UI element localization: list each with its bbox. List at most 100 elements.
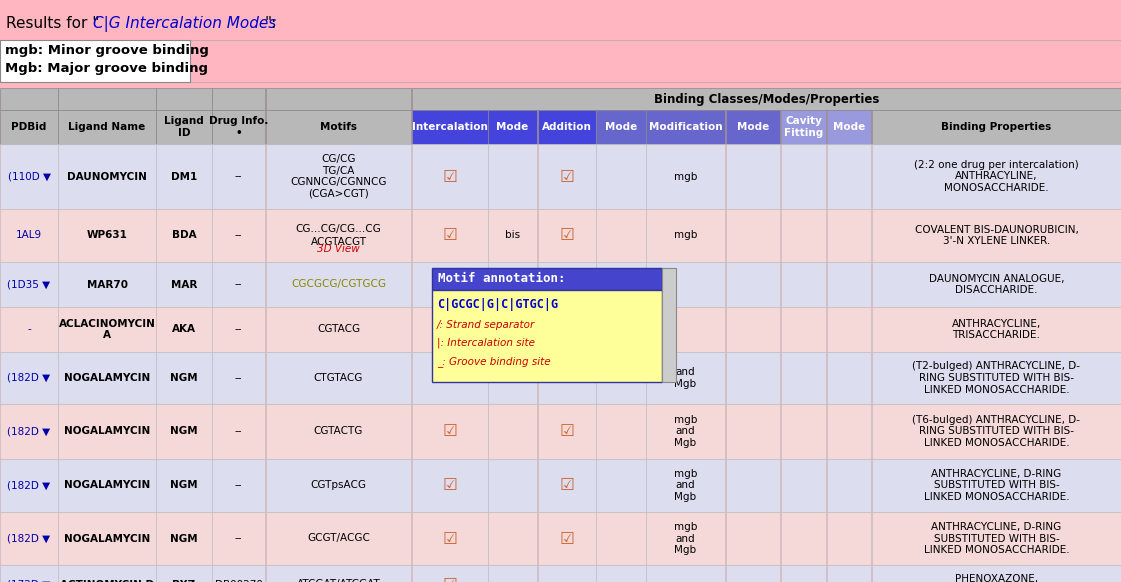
Bar	[596, 110, 646, 144]
Text: (T6-bulged) ANTHRACYCLINE, D-
RING SUBSTITUTED WITH BIS-
LINKED MONOSACCHARIDE.: (T6-bulged) ANTHRACYCLINE, D- RING SUBST…	[912, 415, 1081, 448]
Bar	[538, 459, 596, 512]
Bar	[488, 404, 537, 459]
Bar	[872, 110, 1121, 144]
Bar	[726, 144, 780, 209]
Bar	[596, 565, 646, 582]
Text: C|GCGC|G|C|GTGC|G: C|GCGC|G|C|GTGC|G	[437, 298, 558, 311]
Bar	[266, 307, 411, 352]
Text: WP631: WP631	[86, 230, 128, 240]
Text: ☑: ☑	[443, 477, 457, 495]
Text: Binding Properties: Binding Properties	[942, 122, 1051, 132]
Text: DM1: DM1	[170, 172, 197, 182]
Text: --: --	[234, 427, 242, 436]
Bar	[872, 144, 1121, 209]
Text: ☑: ☑	[443, 369, 457, 387]
Text: CGTACG: CGTACG	[317, 325, 360, 335]
Text: ATCGAT/ATCGAT: ATCGAT/ATCGAT	[297, 580, 380, 582]
Text: 1AL9: 1AL9	[16, 230, 43, 240]
Text: mgb: mgb	[674, 230, 697, 240]
Text: ☑: ☑	[559, 226, 574, 244]
Text: /: Strand separator: /: Strand separator	[437, 320, 535, 330]
Bar	[827, 110, 871, 144]
Text: (2:2 one drug per intercalation)
ANTHRACYLINE,
MONOSACCHARIDE.: (2:2 one drug per intercalation) ANTHRAC…	[914, 160, 1078, 193]
Bar	[0, 209, 58, 262]
Text: NGM: NGM	[170, 427, 197, 436]
Bar	[781, 110, 826, 144]
Text: bis: bis	[504, 230, 520, 240]
Bar	[413, 262, 488, 307]
Bar	[872, 459, 1121, 512]
Text: NOGALAMYCIN: NOGALAMYCIN	[64, 481, 150, 491]
Bar	[596, 404, 646, 459]
Bar	[0, 352, 58, 404]
Bar	[827, 459, 871, 512]
Text: MAR70: MAR70	[86, 279, 128, 289]
Bar	[596, 307, 646, 352]
Text: and
Mgb: and Mgb	[675, 367, 696, 389]
Text: ":: ":	[265, 16, 277, 31]
Text: NOGALAMYCIN: NOGALAMYCIN	[64, 534, 150, 544]
Text: COVALENT BIS-DAUNORUBICIN,
3'-N XYLENE LINKER.: COVALENT BIS-DAUNORUBICIN, 3'-N XYLENE L…	[915, 225, 1078, 246]
Bar	[596, 512, 646, 565]
Text: ☑: ☑	[443, 226, 457, 244]
Text: DAUNOMYCIN: DAUNOMYCIN	[67, 172, 147, 182]
Text: Motifs: Motifs	[319, 122, 356, 132]
Bar	[0, 144, 58, 209]
Text: ☑: ☑	[443, 423, 457, 441]
Bar	[538, 565, 596, 582]
Text: mgb: Minor groove binding: mgb: Minor groove binding	[4, 44, 209, 57]
Text: Motif annotation:: Motif annotation:	[438, 272, 565, 286]
Bar	[0, 88, 58, 110]
Text: ACGTACGT: ACGTACGT	[311, 237, 367, 247]
Bar	[413, 512, 488, 565]
Bar	[646, 209, 725, 262]
Bar	[156, 352, 212, 404]
Bar	[156, 459, 212, 512]
Bar	[781, 565, 826, 582]
Text: ACLACINOMYCIN
A: ACLACINOMYCIN A	[58, 319, 156, 340]
Bar	[827, 262, 871, 307]
Bar	[212, 565, 265, 582]
Text: Cavity
Fitting: Cavity Fitting	[784, 116, 823, 138]
Bar	[413, 88, 1121, 110]
Bar	[488, 512, 537, 565]
Text: ☑: ☑	[559, 477, 574, 495]
Bar	[0, 110, 58, 144]
Text: CTGTACG: CTGTACG	[314, 373, 363, 383]
Bar	[646, 459, 725, 512]
Bar	[538, 352, 596, 404]
Bar	[827, 307, 871, 352]
Bar	[413, 352, 488, 404]
Bar	[212, 262, 265, 307]
Text: CG...CG/CG...CG: CG...CG/CG...CG	[296, 224, 381, 234]
Bar	[413, 307, 488, 352]
Text: NOGALAMYCIN: NOGALAMYCIN	[64, 373, 150, 383]
Text: ☑: ☑	[559, 423, 574, 441]
Text: C|G Intercalation Modes: C|G Intercalation Modes	[93, 16, 276, 32]
Bar	[538, 512, 596, 565]
Bar	[781, 512, 826, 565]
Bar	[872, 262, 1121, 307]
Text: BDA: BDA	[172, 230, 196, 240]
Bar	[872, 512, 1121, 565]
Bar	[432, 290, 663, 382]
Bar	[646, 307, 725, 352]
Text: mgb: mgb	[674, 172, 697, 182]
Bar	[726, 565, 780, 582]
Text: Mode: Mode	[497, 122, 529, 132]
Text: NOGALAMYCIN: NOGALAMYCIN	[64, 427, 150, 436]
Bar	[413, 565, 488, 582]
Bar	[156, 404, 212, 459]
Bar	[538, 262, 596, 307]
Text: ANTHRACYCLINE, D-RING
SUBSTITUTED WITH BIS-
LINKED MONOSACCHARIDE.: ANTHRACYCLINE, D-RING SUBSTITUTED WITH B…	[924, 469, 1069, 502]
Bar	[266, 459, 411, 512]
Text: ☑: ☑	[443, 576, 457, 582]
Bar	[488, 352, 537, 404]
Text: (182D ▼: (182D ▼	[8, 481, 50, 491]
Bar	[646, 352, 725, 404]
Text: MAR: MAR	[170, 279, 197, 289]
Text: PDBid: PDBid	[11, 122, 47, 132]
Bar	[488, 110, 537, 144]
Bar	[781, 144, 826, 209]
Bar	[781, 459, 826, 512]
